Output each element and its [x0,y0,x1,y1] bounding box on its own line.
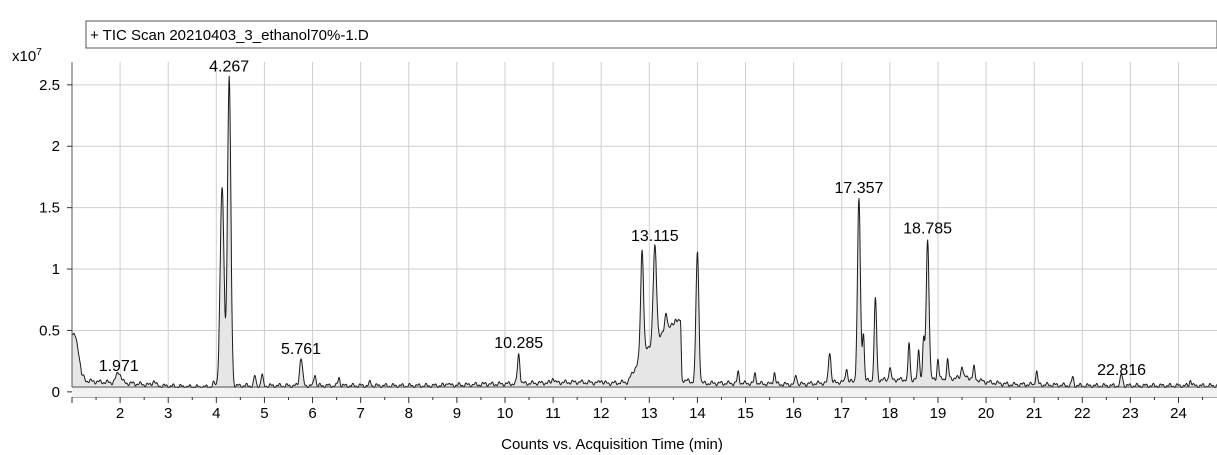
peak-label: 13.115 [631,228,679,245]
chromatogram-trace-group [71,75,1217,392]
peak-label: 4.267 [209,58,249,75]
y-multiplier-base: x10 [12,48,36,65]
x-tick-label: 21 [1026,405,1043,422]
peak-label: 1.971 [99,358,139,375]
x-tick-label: 8 [405,405,413,422]
x-tick-label: 5 [260,405,268,422]
x-tick-label: 22 [1074,405,1091,422]
chart-title-box: + TIC Scan 20210403_3_ethanol70%-1.D [85,20,1217,49]
peak-label: 17.357 [834,180,883,197]
x-tick-label: 6 [308,405,316,422]
x-tick-label: 3 [164,405,172,422]
peak-labels: 1.971 4.267 5.761 10.285 13.115 17.357 18.785 2… [99,58,1146,378]
x-tick-label: 17 [833,405,850,422]
y-tick-label: 2.5 [39,77,60,94]
peak-label: 5.761 [281,341,321,358]
x-tick-label: 4 [212,405,220,422]
x-axis-band [72,388,1217,397]
y-multiplier-exponent: 7 [36,47,42,58]
chromatogram-line [71,75,1217,390]
x-tick-label: 12 [593,405,610,422]
y-tick-label: 0.5 [39,322,60,339]
peak-label: 10.285 [494,335,543,352]
x-tick-label: 18 [882,405,899,422]
x-tick-label: 11 [545,405,561,422]
x-axis-title: Counts vs. Acquisition Time (min) [501,436,723,453]
x-tick-label: 2 [116,405,124,422]
y-tick-label: 1.5 [39,200,60,217]
svg-text:x107: x107 [12,47,42,65]
y-tick-label: 0 [52,384,60,401]
tick-labels: 2 3 4 5 6 7 8 9 10 11 12 13 14 15 16 17 18 19 20 21 22 23 2400… [39,77,1204,422]
y-tick-label: 2 [52,138,60,155]
x-tick-label: 13 [641,405,658,422]
x-tick-label: 24 [1170,405,1187,422]
x-tick-label: 23 [1122,405,1139,422]
y-multiplier: x107 [12,47,42,65]
y-tick-label: 1 [52,261,60,278]
title-box [85,20,1217,49]
x-tick-label: 16 [785,405,802,422]
x-tick-label: 15 [737,405,754,422]
x-tick-label: 9 [453,405,461,422]
x-tick-label: 10 [497,405,514,422]
x-tick-label: 7 [356,405,364,422]
plot-frame [71,62,1217,398]
peak-label: 18.785 [903,221,952,238]
x-tick-label: 19 [930,405,947,422]
x-tick-label: 14 [689,405,706,422]
peak-label: 22.816 [1097,362,1146,379]
chart-title: + TIC Scan 20210403_3_ethanol70%-1.D [90,27,369,44]
x-tick-label: 20 [978,405,995,422]
